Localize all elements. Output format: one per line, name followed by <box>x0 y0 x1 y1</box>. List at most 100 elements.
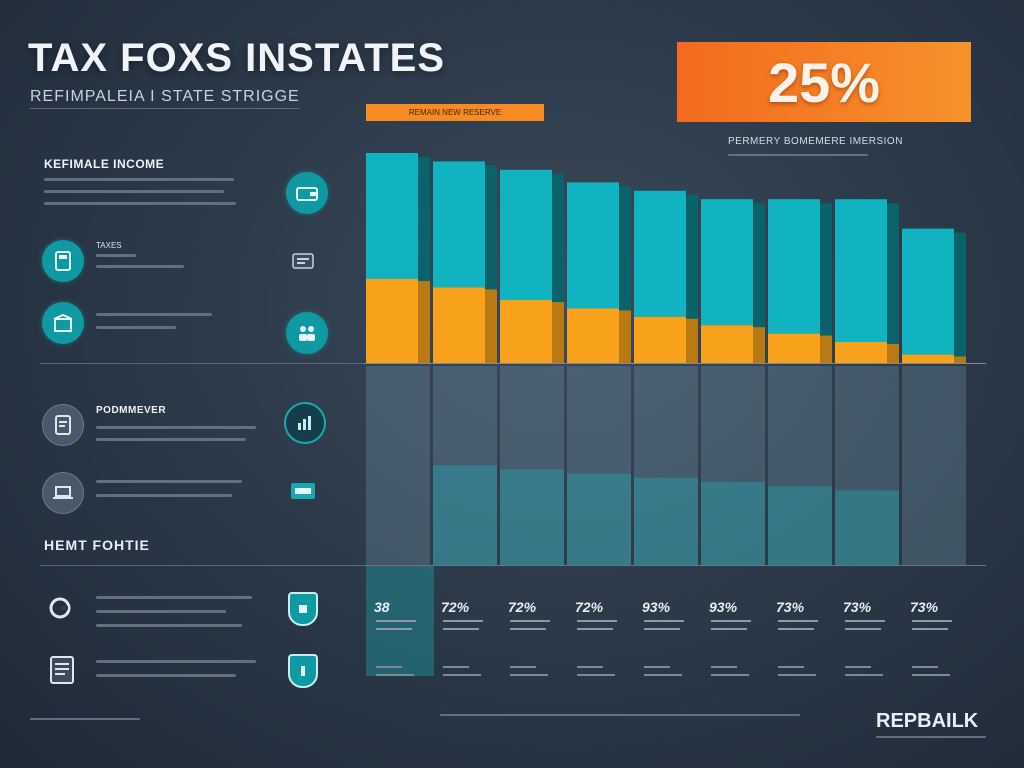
bar-side-8 <box>887 203 899 363</box>
item-title-taxes: TAXES <box>96 241 122 250</box>
bar-reflection-1 <box>366 366 430 566</box>
bar-orange-side-8 <box>887 344 899 363</box>
chart-icon <box>284 402 326 444</box>
wallet-icon <box>286 172 328 214</box>
bar-orange-side-5 <box>686 318 698 363</box>
label-line <box>443 674 481 676</box>
label-line <box>845 674 883 676</box>
percent-labels: 38 72% 72% 72% 93% 93% 73% 73% 73% <box>374 599 952 676</box>
label-line <box>510 666 536 668</box>
bar-orange-4 <box>567 308 619 363</box>
chart-tag: REMAIN NEW RESERVE <box>366 104 544 121</box>
text-line <box>96 624 242 627</box>
label-line <box>510 620 550 622</box>
bar-teal-1 <box>366 153 418 279</box>
label-line <box>376 628 412 630</box>
bar-orange-side-1 <box>418 281 430 363</box>
panel-divider <box>40 363 364 364</box>
percent-label-3: 72% <box>508 599 537 615</box>
bar-teal-8 <box>835 199 887 342</box>
percent-label-6: 93% <box>709 599 738 615</box>
text-line <box>96 480 242 483</box>
label-line <box>443 620 483 622</box>
text-line <box>96 265 184 268</box>
chart-divider <box>364 565 986 566</box>
bar-reflection-fill-6 <box>701 482 765 566</box>
text-line <box>96 610 226 613</box>
bar-orange-side-3 <box>552 302 564 363</box>
brand-logo: REPBAILK <box>876 710 979 732</box>
text-line <box>96 660 256 663</box>
percent-label-8: 73% <box>843 599 872 615</box>
percent-label-2: 72% <box>441 599 470 615</box>
label-line <box>845 628 881 630</box>
label-line <box>577 674 615 676</box>
label-line <box>443 628 479 630</box>
label-line <box>577 666 603 668</box>
laptop-icon <box>42 472 84 514</box>
bar-teal-4 <box>567 182 619 309</box>
bar-reflection-fill-2 <box>433 465 497 566</box>
bar-side-6 <box>753 203 765 363</box>
bar-reflection-fill-5 <box>634 477 698 566</box>
text-line <box>96 313 212 316</box>
label-line <box>845 620 885 622</box>
page-subtitle: REFIMPALEIA I STATE STRIGGE <box>30 88 300 109</box>
label-line <box>711 628 747 630</box>
bar-orange-8 <box>835 342 887 363</box>
text-line <box>96 426 256 429</box>
section-label-income: KEFIMALE INCOME <box>44 157 165 171</box>
label-line <box>376 620 416 622</box>
bar-reflection-5 <box>634 366 698 566</box>
bar-reflection-fill-7 <box>768 486 832 566</box>
bar-orange-7 <box>768 333 820 363</box>
bar-reflection-4 <box>567 366 631 566</box>
label-line <box>644 628 680 630</box>
highlight-caption: PERMERY BOMEMERE IMERSION <box>728 136 903 147</box>
section-label-podmmever: PODMMEVER <box>96 405 167 416</box>
shield-icon-2 <box>288 654 318 688</box>
percent-label-7: 73% <box>776 599 805 615</box>
chart-baseline <box>364 363 986 364</box>
section-label-hemt: HEMT FOHTIE <box>44 537 150 553</box>
label-line <box>711 666 737 668</box>
bar-orange-5 <box>634 316 686 363</box>
label-line <box>845 666 871 668</box>
label-line <box>778 674 816 676</box>
bar-teal-3 <box>500 169 552 300</box>
bar-orange-side-7 <box>820 335 832 363</box>
bar-orange-side-9 <box>954 356 966 363</box>
text-line <box>44 178 234 181</box>
bar-orange-side-4 <box>619 310 631 363</box>
label-line <box>376 666 402 668</box>
bar-orange-side-2 <box>485 289 497 363</box>
bars-group <box>364 153 986 676</box>
document-icon <box>286 244 320 278</box>
bar-orange-side-6 <box>753 327 765 363</box>
label-line <box>577 620 617 622</box>
label-line <box>912 628 948 630</box>
bar-reflection-7 <box>768 366 832 566</box>
percent-label-4: 72% <box>575 599 604 615</box>
label-line <box>778 620 818 622</box>
percent-label-5: 93% <box>642 599 671 615</box>
bar-orange-9 <box>902 354 954 363</box>
brand-underline <box>876 736 986 738</box>
bar-orange-2 <box>433 287 485 363</box>
bar-reflection-9 <box>902 366 966 566</box>
label-line <box>912 666 938 668</box>
highlight-percentage: 25% <box>677 42 971 122</box>
label-line <box>577 628 613 630</box>
percent-label-9: 73% <box>910 599 939 615</box>
label-line <box>711 674 749 676</box>
text-line <box>96 596 252 599</box>
label-line <box>912 620 952 622</box>
text-line <box>44 202 236 205</box>
label-line <box>912 674 950 676</box>
refresh-icon <box>44 592 76 624</box>
text-line <box>96 326 176 329</box>
bar-reflection-6 <box>701 366 765 566</box>
footer-line <box>440 714 800 716</box>
label-line <box>711 620 751 622</box>
bar-side-9 <box>954 232 966 363</box>
